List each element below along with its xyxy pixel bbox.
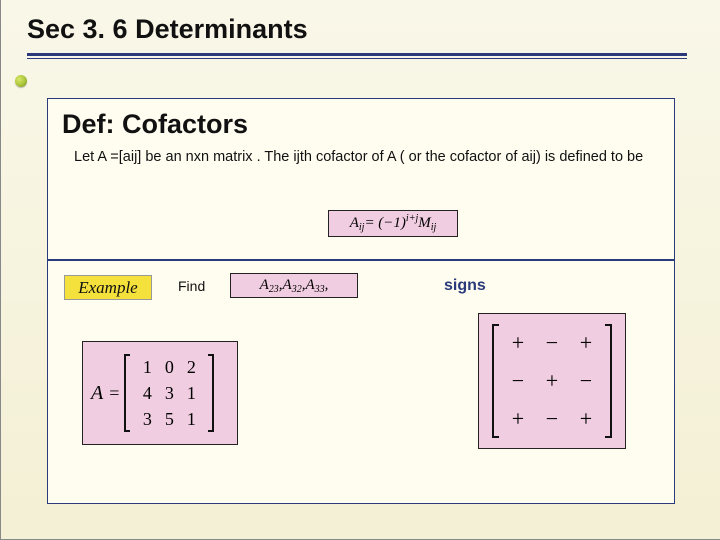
s-0-2: +	[580, 330, 592, 356]
s-1-2: −	[580, 368, 592, 394]
m-1-2: 1	[187, 383, 196, 404]
matrix-grid: 1 0 2 4 3 1 3 5 1	[132, 354, 206, 432]
signs-matrix: + − + − + − + − +	[478, 313, 626, 449]
cof-a2: A	[283, 277, 292, 294]
m-0-2: 2	[187, 357, 196, 378]
s-1-0: −	[512, 368, 524, 394]
find-label: Find	[178, 278, 205, 294]
cof-s2: 32	[292, 284, 302, 295]
m-1-0: 4	[143, 383, 152, 404]
cof-trail: ,	[325, 277, 329, 294]
formula-rhs: M	[418, 215, 431, 232]
matrix-bracket: 1 0 2 4 3 1 3 5 1	[124, 354, 214, 432]
definition-body: Let A =[aij] be an nxn matrix . The ijth…	[48, 146, 674, 168]
signs-grid: + − + − + − + − +	[501, 324, 603, 438]
title-area: Sec 3. 6 Determinants	[1, 0, 720, 71]
cofactor-formula: Aij = (−1)i+j Mij	[328, 210, 458, 237]
formula-lhs-sub: ij	[359, 222, 365, 233]
slide-title: Sec 3. 6 Determinants	[27, 14, 694, 45]
m-2-1: 5	[165, 409, 174, 430]
example-pill: Example	[64, 275, 152, 300]
title-underline	[27, 53, 694, 63]
example-pill-label: Example	[78, 278, 137, 298]
s-2-2: +	[580, 406, 592, 432]
slide: Sec 3. 6 Determinants Def: Cofactors Let…	[0, 0, 720, 540]
formula-lhs: A	[350, 215, 359, 232]
cofactor-list: A23, A32, A33,	[230, 273, 358, 298]
m-1-1: 3	[165, 383, 174, 404]
s-0-1: −	[546, 330, 558, 356]
s-1-1: +	[546, 368, 558, 394]
formula-rhs-sub: ij	[431, 222, 437, 233]
cof-a3: A	[305, 277, 314, 294]
s-2-0: +	[512, 406, 524, 432]
s-2-1: −	[546, 406, 558, 432]
definition-heading: Def: Cofactors	[48, 99, 674, 146]
definition-box: Def: Cofactors Let A =[aij] be an nxn ma…	[47, 98, 675, 260]
matrix-a: A = 1 0 2 4 3 1 3 5 1	[82, 341, 238, 445]
cof-s1: 23	[269, 284, 279, 295]
signs-label: signs	[444, 277, 486, 295]
m-2-2: 1	[187, 409, 196, 430]
matrix-lhs: A	[83, 382, 109, 405]
cof-s3: 33	[315, 284, 325, 295]
example-box: Example Find A23, A32, A33, signs A = 1 …	[47, 260, 675, 504]
m-2-0: 3	[143, 409, 152, 430]
bullet-icon	[15, 75, 27, 87]
s-0-0: +	[512, 330, 524, 356]
cof-a1: A	[260, 277, 269, 294]
m-0-1: 0	[165, 357, 174, 378]
formula-eq: = (−1)	[364, 215, 405, 232]
formula-sup: i+j	[406, 213, 418, 224]
m-0-0: 1	[143, 357, 152, 378]
matrix-eq: =	[109, 383, 124, 404]
